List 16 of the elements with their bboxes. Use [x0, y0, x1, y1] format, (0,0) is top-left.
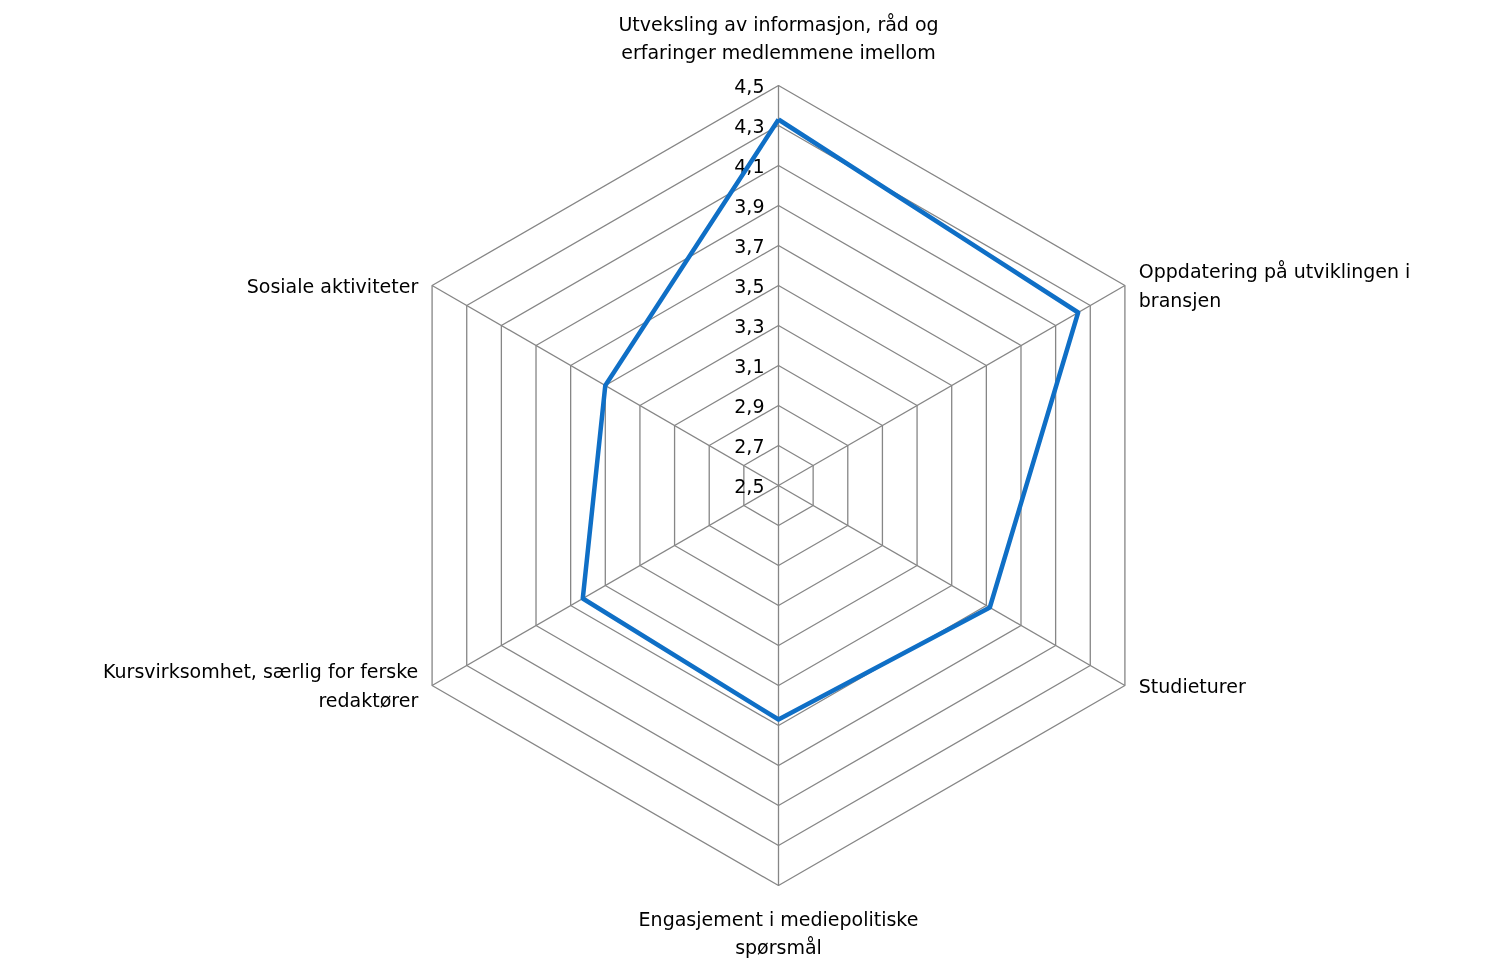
y-tick-label: 2,9: [734, 394, 765, 417]
spoke-label: Engasjement i mediepolitiske spørsmål: [638, 907, 919, 959]
spoke-label: Studieturer: [1138, 674, 1246, 697]
spoke-label: Oppdatering på utviklingen i bransjen: [1138, 260, 1411, 311]
spoke-label: Utveksling av informasjon, råd og erfaringer medlemmene imellom: [618, 12, 939, 64]
y-tick-label: 3,3: [734, 314, 765, 337]
y-tick-label: 4,3: [734, 114, 765, 137]
spoke-label: Sosiale aktiviteter: [246, 274, 419, 297]
y-tick-label: 3,1: [734, 354, 765, 377]
y-tick-label: 3,9: [734, 194, 765, 217]
y-tick-label: 3,5: [734, 274, 765, 297]
spoke-label: Kursvirksomhet, særlig for ferske redaktører: [103, 660, 419, 711]
y-tick-label: 4,5: [734, 74, 765, 97]
y-tick-label: 2,7: [734, 434, 765, 457]
y-tick-label: 2,5: [734, 474, 765, 497]
y-tick-label: 3,7: [734, 234, 765, 257]
